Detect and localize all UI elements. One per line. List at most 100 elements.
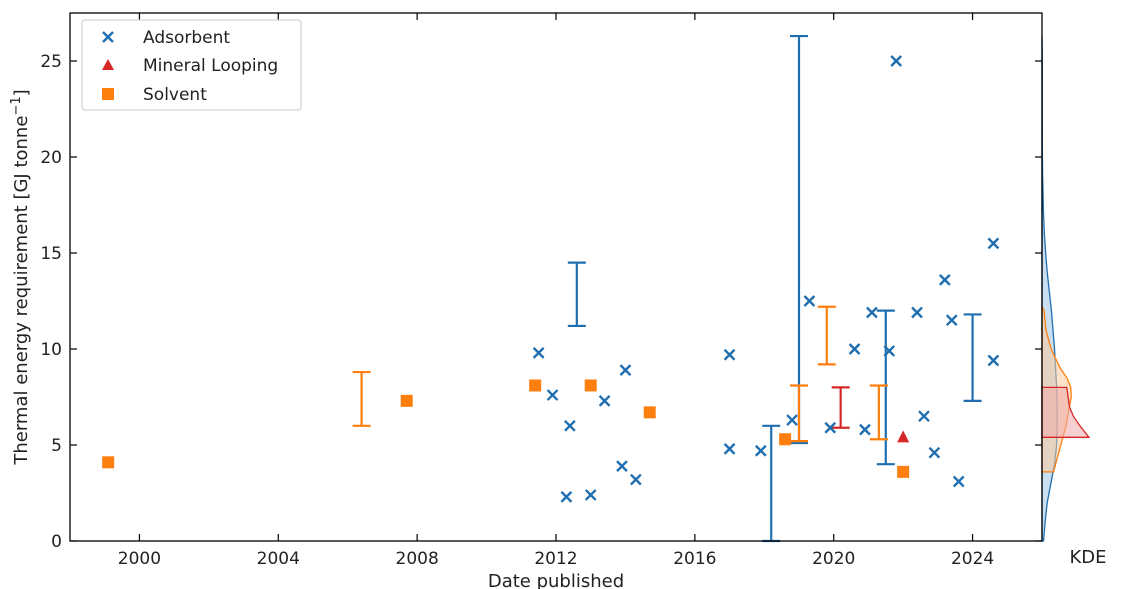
error-bar [567,261,586,328]
error-bar [790,384,808,443]
y-axis-label: Thermal energy requirement [GJ tonne−1] [9,89,32,465]
x-stroke-b [629,473,642,486]
x-stroke-b [616,460,628,472]
x-stroke-b [598,394,611,407]
x-stroke-b [723,348,736,361]
solvent-point [643,406,656,419]
x-stroke-b [928,446,941,459]
x-stroke-b [560,490,573,503]
error-bar [831,386,850,429]
legend-adsorbent-x-icon [102,31,114,43]
adsorbent-point [928,446,941,459]
y-tick-label: 20 [40,148,62,168]
adsorbent-point [629,473,642,486]
error-bar [869,384,888,441]
x-axis-label: Date published [488,571,624,589]
error-bar [762,424,781,543]
x-stroke-b [952,475,965,488]
adsorbent-point [598,394,611,407]
legend-solvent-square-icon [102,88,114,100]
x-tick-label: 2012 [534,549,577,569]
adsorbent-point [945,314,958,327]
y-axis-label-end: ] [11,89,32,96]
x-tick-label: 2024 [951,549,994,569]
solvent-point [897,465,910,478]
adsorbent-point [532,346,545,359]
adsorbent-point [866,306,878,319]
x-stroke-b [945,314,958,327]
errorbar-layer [352,34,982,543]
adsorbent-point [859,423,871,436]
kde-mineral-looping [1041,386,1091,438]
x-stroke-b [754,444,767,457]
axis-layer: 2000 2004 2008 2012 2016 2020 2024 0 5 10 15 20 25 [40,13,1042,569]
x-stroke-b [564,419,576,432]
x-stroke-b [619,364,632,376]
error-bar [352,370,371,427]
x-tick-label: 2020 [812,549,855,569]
adsorbent-point [560,490,573,503]
legend-box [81,19,302,111]
kde-label: KDE [1069,547,1106,568]
solvent-point [584,379,597,392]
x-tick-label: 2016 [673,549,716,569]
adsorbent-point [754,444,767,457]
solvent-point [400,394,413,407]
adsorbent-point [786,414,798,426]
x-stroke-b [546,389,559,401]
x-stroke-b [786,414,798,426]
x-stroke-b [824,421,837,434]
y-tick-label: 0 [51,532,62,552]
solvent-point [529,379,542,392]
legend-mineral-looping-label: Mineral Looping [143,56,278,76]
x-stroke-b [987,237,1000,250]
y-tick-label: 10 [40,340,62,360]
x-stroke-b [911,306,923,319]
legend-mineral-looping-triangle-icon [102,59,114,70]
x-stroke-b [890,55,903,67]
adsorbent-point [803,295,816,307]
legend-adsorbent-label: Adsorbent [143,28,230,48]
x-stroke-b [987,354,1000,367]
x-stroke-b [532,346,545,359]
adsorbent-point [987,354,1000,367]
adsorbent-point [584,489,597,501]
adsorbent-point [824,421,837,434]
y-tick-label: 15 [40,244,62,264]
adsorbent-point [918,410,930,423]
x-tick-label: 2004 [257,549,300,569]
adsorbent-point [616,460,628,472]
y-tick-label: 5 [51,436,62,456]
adsorbent-point [723,348,736,361]
x-stroke-b [883,345,896,357]
adsorbent-point [952,475,965,488]
adsorbent-point [911,306,923,319]
solvent-point [779,433,792,446]
y-tick-label: 25 [40,52,62,72]
x-tick-label: 2008 [396,549,439,569]
x-stroke-b [866,306,878,319]
x-stroke-b [584,489,597,501]
error-bar [963,313,982,402]
adsorbent-point [619,364,632,376]
y-axis-label-superscript: −1 [9,96,24,115]
adsorbent-point [564,419,576,432]
kde-layer [1041,36,1091,542]
marker-layer [102,55,1000,503]
x-stroke-b [723,442,736,455]
mineral-looping-point [897,430,910,443]
adsorbent-point [890,55,903,67]
legend: Adsorbent Mineral Looping Solvent [81,19,302,111]
adsorbent-point [938,274,951,286]
x-stroke-b [848,343,861,355]
adsorbent-point [546,389,559,401]
adsorbent-point [987,237,1000,250]
adsorbent-point [848,343,861,355]
error-bar [817,305,836,366]
x-tick-label: 2000 [118,549,161,569]
x-stroke-b [803,295,816,307]
error-bar [790,34,808,445]
solvent-point [102,456,115,469]
legend-solvent-label: Solvent [143,85,207,105]
